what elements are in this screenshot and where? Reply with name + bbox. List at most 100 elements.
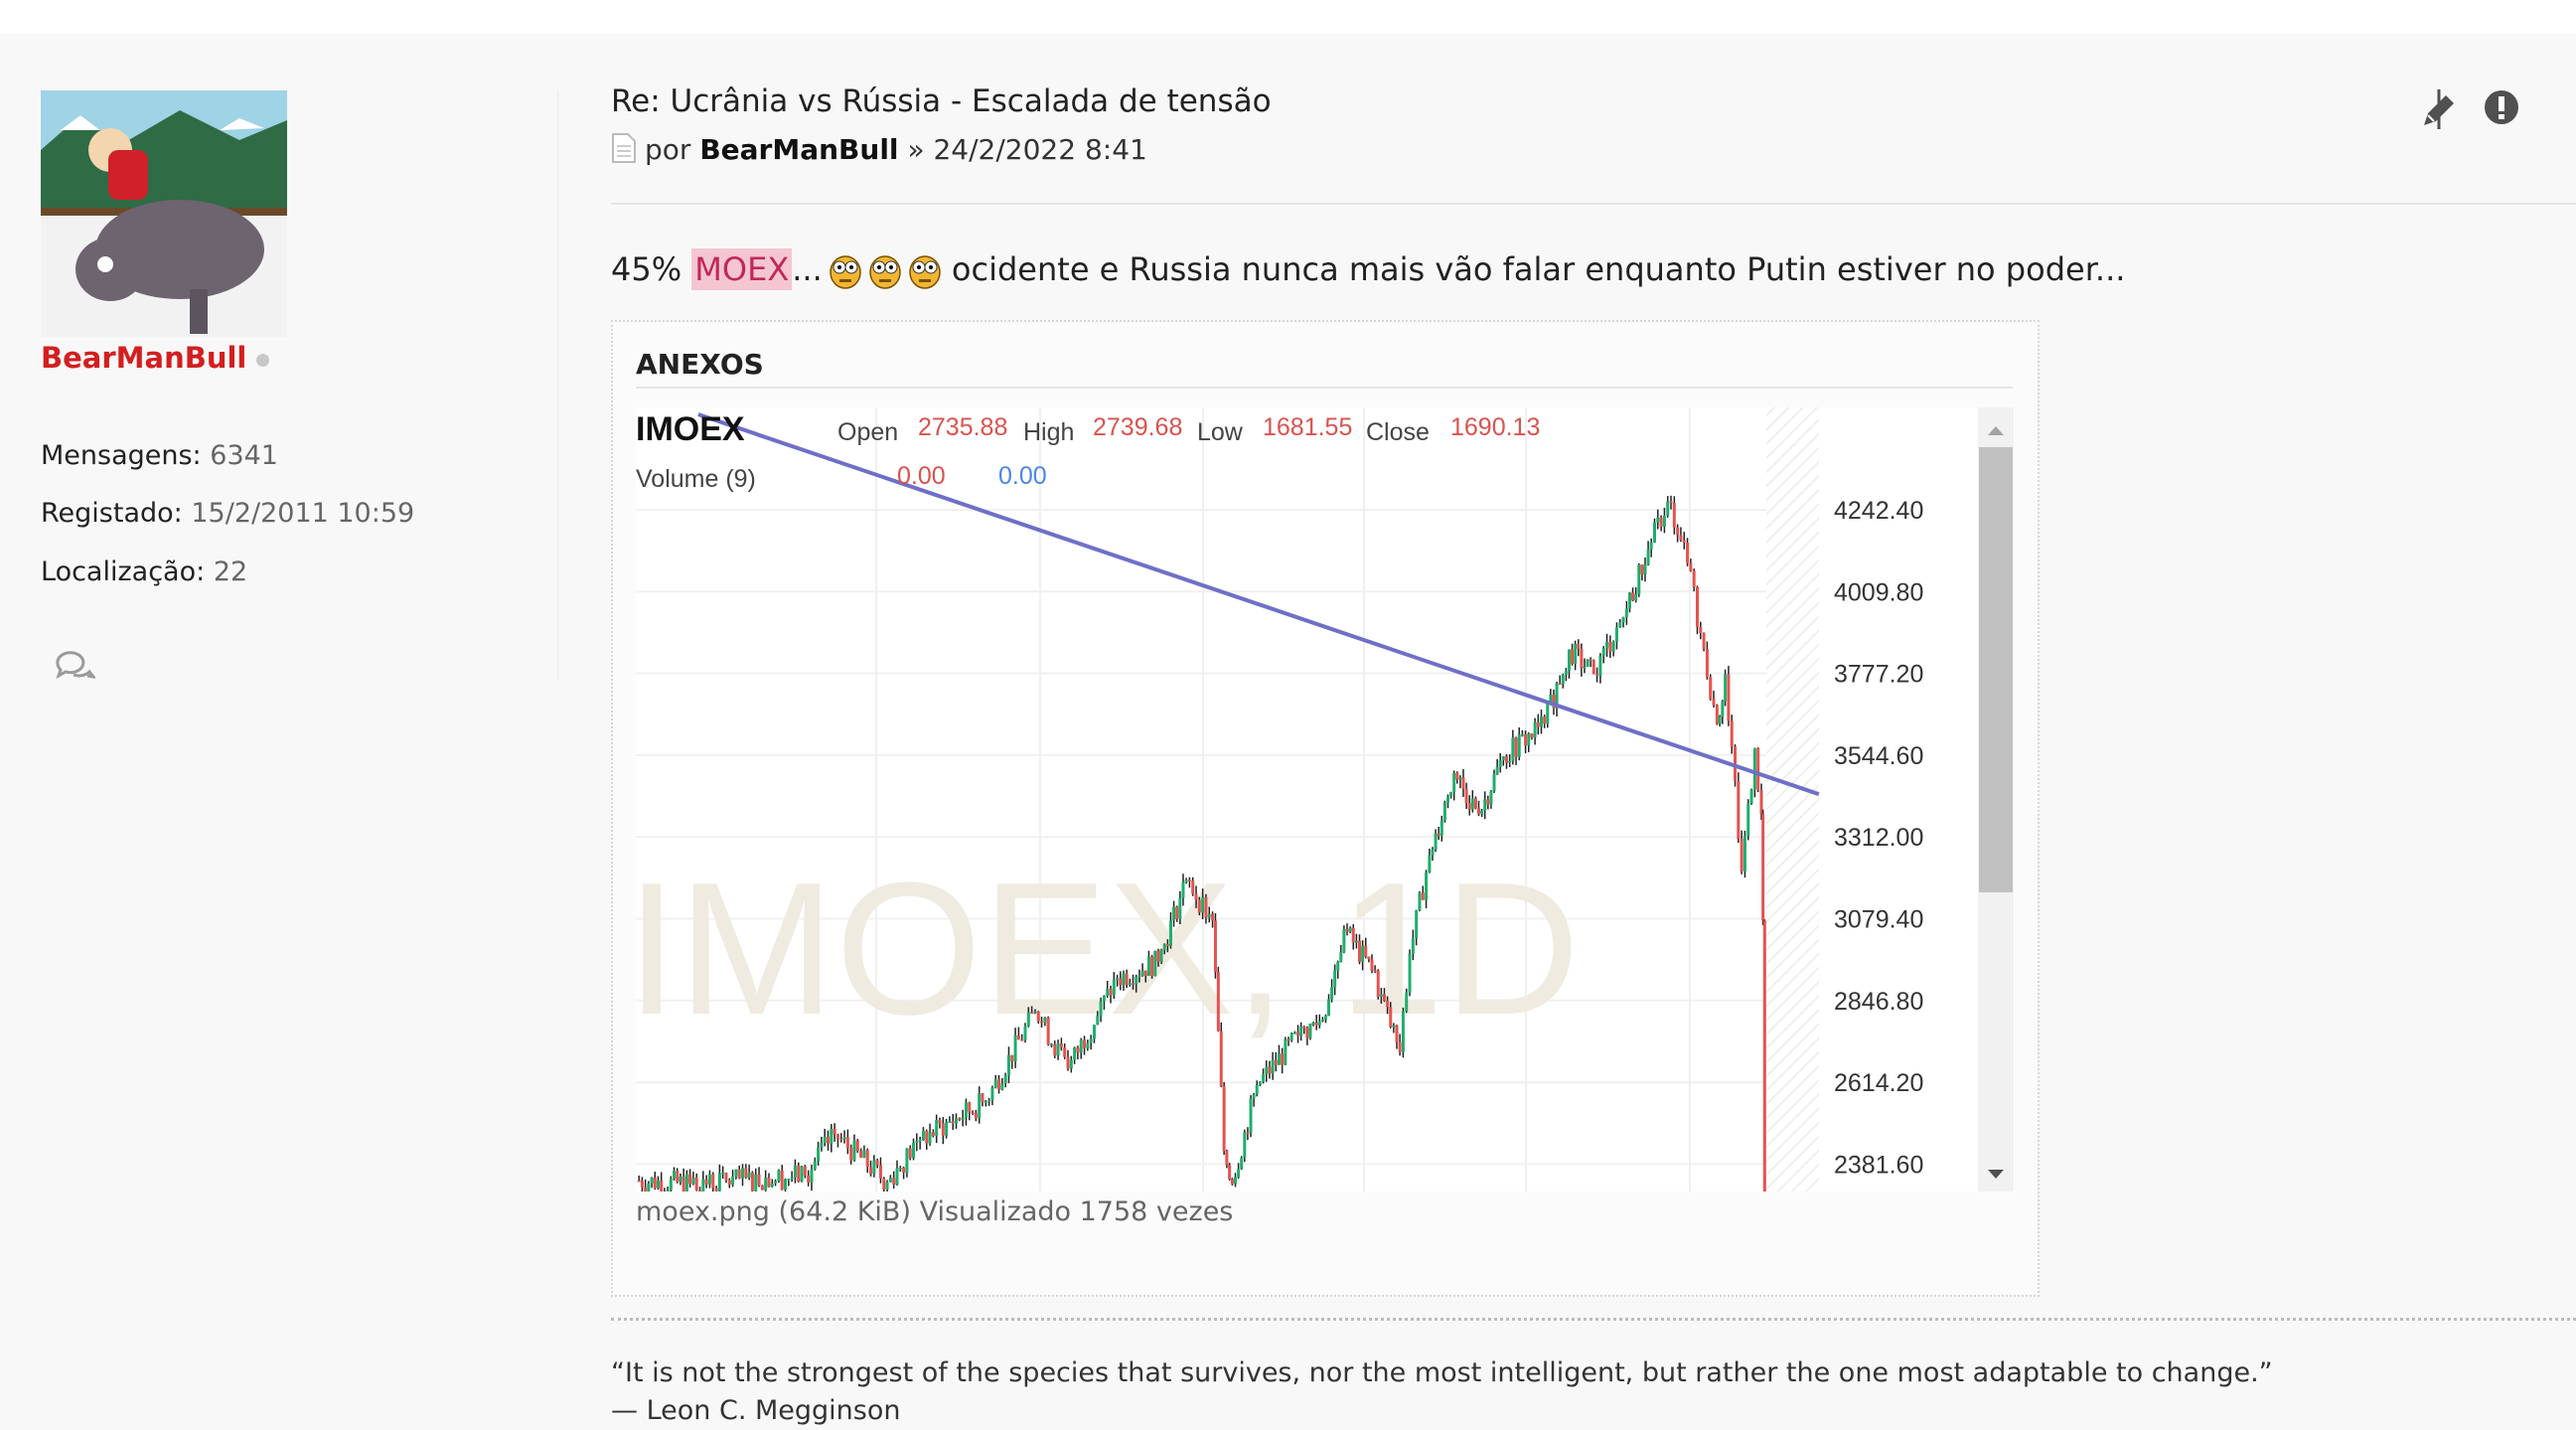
candle-body <box>1564 671 1568 676</box>
candle-body <box>1140 970 1144 976</box>
username[interactable]: BearManBull <box>41 341 270 375</box>
candle-body <box>1010 1054 1014 1062</box>
signature-quote: “It is not the strongest of the species … <box>611 1357 2273 1388</box>
chart-watermark: IMOEX, 1D <box>636 844 1580 1054</box>
candle-body <box>1699 626 1703 633</box>
candle-body <box>1759 790 1763 815</box>
candle-body <box>1066 1056 1070 1069</box>
candle-body <box>1558 683 1562 686</box>
candle-body <box>1627 592 1631 609</box>
candle-body <box>1132 983 1136 985</box>
candle-body <box>1053 1043 1057 1056</box>
candle-body <box>1096 1016 1100 1026</box>
candle-body <box>817 1147 821 1162</box>
candle-body <box>1311 1023 1315 1025</box>
candle-body <box>754 1174 758 1192</box>
candle-body <box>875 1160 879 1166</box>
candle-body <box>1327 999 1331 1017</box>
candle-body <box>1086 1042 1090 1048</box>
candle-body <box>1552 694 1556 709</box>
y-tick-label: 3079.40 <box>1834 906 1923 934</box>
candle-body <box>1489 791 1493 805</box>
candle-body <box>1036 1011 1040 1022</box>
candle-body <box>925 1130 929 1144</box>
scroll-down-arrow-icon[interactable] <box>1988 1170 2004 1179</box>
chat-bubbles-icon[interactable] <box>54 648 97 688</box>
candle-body <box>767 1177 771 1188</box>
candle-body <box>1016 1034 1020 1040</box>
candle-body <box>650 1178 654 1184</box>
candle-body <box>1336 961 1340 971</box>
candle-body <box>1181 881 1185 898</box>
price-chart: IMOEX, 1D 4242.40 4009.80 3777.20 3544.60 33… <box>626 407 2014 1192</box>
legend-volume-label: Volume (9) <box>636 465 756 493</box>
candle-body <box>1258 1081 1262 1086</box>
candle-body <box>797 1166 801 1183</box>
candle-body <box>990 1087 994 1100</box>
candle-body <box>1392 1026 1396 1028</box>
y-tick-label: 2381.60 <box>1834 1151 1923 1179</box>
scroll-up-arrow-icon[interactable] <box>1988 426 2004 435</box>
candle-body <box>1746 803 1750 836</box>
trendline[interactable] <box>697 412 1820 797</box>
candle-body <box>1000 1083 1004 1090</box>
candle-body <box>1473 798 1477 809</box>
candle-body <box>1546 702 1550 724</box>
candle-body <box>1601 648 1605 657</box>
candle-body <box>1445 796 1449 803</box>
username-link[interactable]: BearManBull <box>41 341 247 375</box>
candle-body <box>1175 906 1179 919</box>
candle-body <box>1595 674 1599 676</box>
candle-body <box>724 1173 728 1181</box>
candle-body <box>731 1176 735 1186</box>
candle-body <box>1743 835 1746 872</box>
candle-body <box>698 1190 702 1192</box>
candle-body <box>1721 701 1725 717</box>
pencil-icon[interactable] <box>2420 87 2460 135</box>
candle-body <box>1159 949 1163 962</box>
exclamation-circle-icon[interactable] <box>2484 89 2519 129</box>
attachments-heading: ANEXOS <box>636 348 764 381</box>
candle-body <box>1458 777 1462 780</box>
stat-messages: Mensagens: 6341 <box>41 440 278 471</box>
candle-body <box>1204 896 1208 918</box>
candle-body <box>734 1169 738 1177</box>
candle-body <box>717 1173 721 1192</box>
author-link[interactable]: BearManBull <box>699 133 899 166</box>
post-title[interactable]: Re: Ucrânia vs Rússia - Escalada de tens… <box>611 83 1272 119</box>
candle-body <box>845 1137 849 1148</box>
candle-body <box>1119 978 1123 986</box>
candle-body <box>1379 994 1383 998</box>
candle-body <box>1292 1032 1296 1034</box>
scrollbar-thumb[interactable] <box>1979 447 2013 892</box>
candle-body <box>810 1169 814 1183</box>
candle-body <box>1483 799 1487 811</box>
candle-body <box>679 1177 682 1183</box>
candle-body <box>757 1174 761 1187</box>
candle-body <box>1737 780 1741 840</box>
candle-body <box>737 1169 741 1179</box>
candle-body <box>908 1148 912 1159</box>
candle-body <box>1686 543 1690 563</box>
candle-body <box>1265 1066 1269 1074</box>
highlighted-word[interactable]: MOEX <box>691 248 793 290</box>
y-tick-label: 4009.80 <box>1834 578 1923 606</box>
header-divider <box>611 203 2576 205</box>
candle-body <box>1614 627 1618 642</box>
attachment-caption[interactable]: moex.png (64.2 KiB) Visualizado 1758 vez… <box>636 1196 1234 1227</box>
candle-body <box>820 1142 824 1148</box>
candle-body <box>862 1150 866 1158</box>
candle-body <box>1467 802 1471 810</box>
candle-body <box>1201 896 1205 913</box>
avatar[interactable] <box>41 90 287 337</box>
attachment-image-chart[interactable]: IMOEX, 1D 4242.40 4009.80 3777.20 3544.60 33… <box>626 407 2015 1192</box>
candle-body <box>1125 973 1129 985</box>
candle-body <box>1137 975 1141 978</box>
candle-body <box>714 1188 718 1192</box>
candle-body <box>673 1171 677 1179</box>
candle-body <box>1023 1026 1027 1040</box>
candle-body <box>1351 927 1355 943</box>
candle-body <box>1520 733 1524 736</box>
candle-body <box>1437 833 1440 836</box>
legend-close-label: Close <box>1366 418 1430 446</box>
